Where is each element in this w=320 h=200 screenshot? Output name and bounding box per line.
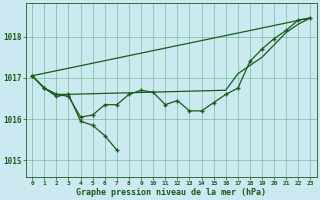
X-axis label: Graphe pression niveau de la mer (hPa): Graphe pression niveau de la mer (hPa) [76, 188, 266, 197]
